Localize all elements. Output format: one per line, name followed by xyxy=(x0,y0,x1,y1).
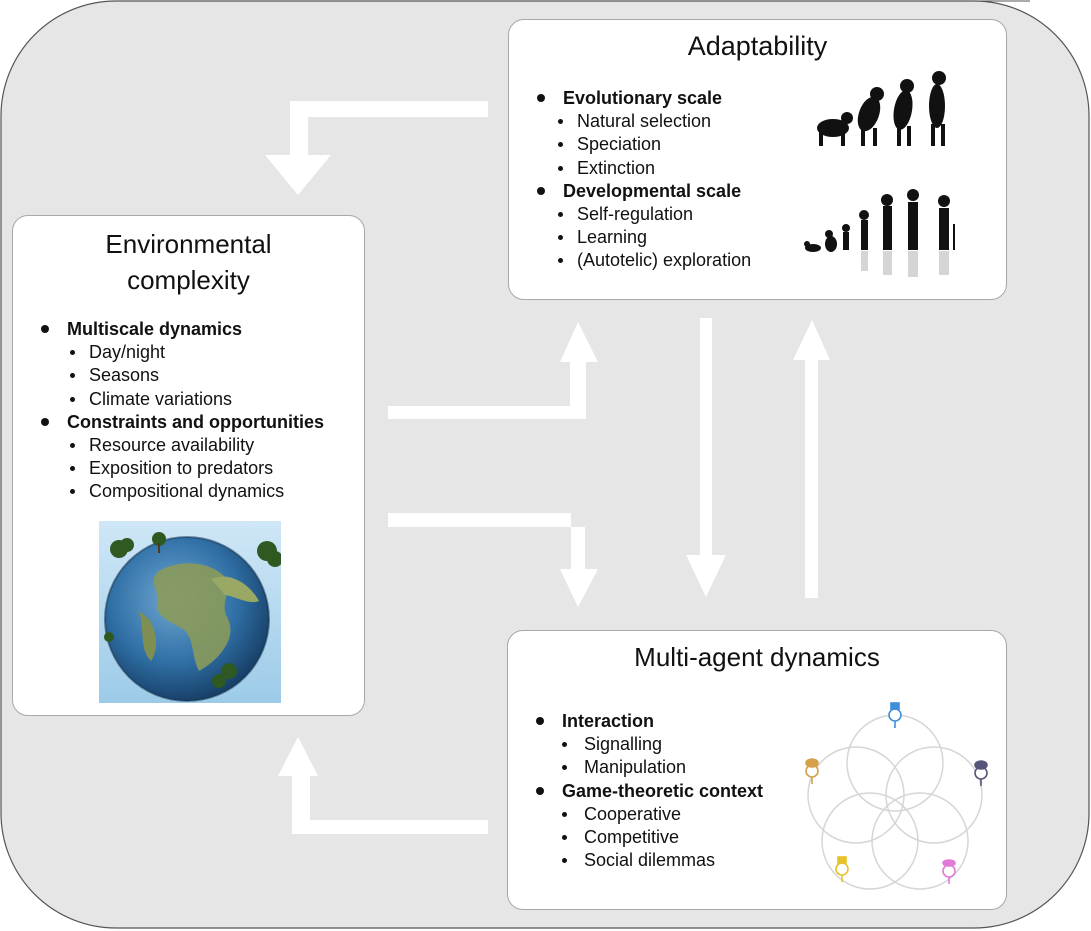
agent-blue-icon xyxy=(888,702,902,728)
agent-pink-icon xyxy=(942,859,956,884)
list-item: Extinction xyxy=(535,157,751,180)
human-development-silhouettes-image xyxy=(804,189,955,277)
section-evolutionary-scale: Evolutionary scale xyxy=(535,87,751,110)
list-item: Social dilemmas xyxy=(534,849,763,872)
agent-navy-icon xyxy=(974,760,988,786)
adaptability-list: Evolutionary scale Natural selection Spe… xyxy=(535,87,751,273)
list-item: (Autotelic) exploration xyxy=(535,249,751,272)
environmental-title-line2: complexity xyxy=(127,265,250,295)
arrow-adaptability-to-multiagent xyxy=(686,318,726,597)
list-item: Climate variations xyxy=(39,388,324,411)
agent-yellow-icon xyxy=(835,856,849,882)
earth-globe-image xyxy=(99,521,281,703)
multi-agent-title: Multi-agent dynamics xyxy=(634,642,880,672)
section-multiscale-dynamics: Multiscale dynamics xyxy=(39,318,324,341)
environmental-title: Environmental complexity xyxy=(13,226,364,298)
list-item: Compositional dynamics xyxy=(39,480,324,503)
arrow-multiagent-to-adaptability xyxy=(793,320,830,598)
evolution-silhouettes-image xyxy=(817,71,946,146)
list-item: Learning xyxy=(535,226,751,249)
agent-icons xyxy=(805,702,988,884)
list-item: Speciation xyxy=(535,133,751,156)
arrow-environment-to-adaptability xyxy=(388,322,598,419)
section-game-theoretic-context: Game-theoretic context xyxy=(534,780,763,803)
list-item: Cooperative xyxy=(534,803,763,826)
list-item: Day/night xyxy=(39,341,324,364)
section-interaction: Interaction xyxy=(534,710,763,733)
list-item: Signalling xyxy=(534,733,763,756)
list-item: Seasons xyxy=(39,364,324,387)
arrow-adaptability-to-environment xyxy=(265,101,488,195)
list-item: Competitive xyxy=(534,826,763,849)
arrow-multiagent-to-environment xyxy=(278,737,488,834)
agents-interaction-image xyxy=(805,702,988,890)
multi-agent-list: Interaction Signalling Manipulation Game… xyxy=(534,710,763,872)
multi-agent-dynamics-panel: Multi-agent dynamics Interaction Signall… xyxy=(507,630,1007,910)
section-constraints-opportunities: Constraints and opportunities xyxy=(39,411,324,434)
list-item: Natural selection xyxy=(535,110,751,133)
list-item: Resource availability xyxy=(39,434,324,457)
arrows xyxy=(265,101,830,834)
list-item: Exposition to predators xyxy=(39,457,324,480)
list-item: Self-regulation xyxy=(535,203,751,226)
environmental-title-line1: Environmental xyxy=(105,229,272,259)
adaptability-panel: Adaptability Evolutionary scale Natural … xyxy=(508,19,1007,300)
environmental-complexity-panel: Environmental complexity Multiscale dyna… xyxy=(12,215,365,716)
environmental-list: Multiscale dynamics Day/night Seasons Cl… xyxy=(39,318,324,504)
list-item: Manipulation xyxy=(534,756,763,779)
section-developmental-scale: Developmental scale xyxy=(535,180,751,203)
adaptability-title: Adaptability xyxy=(687,31,828,61)
agent-orange-icon xyxy=(805,758,819,784)
arrow-environment-to-multiagent xyxy=(388,513,598,607)
